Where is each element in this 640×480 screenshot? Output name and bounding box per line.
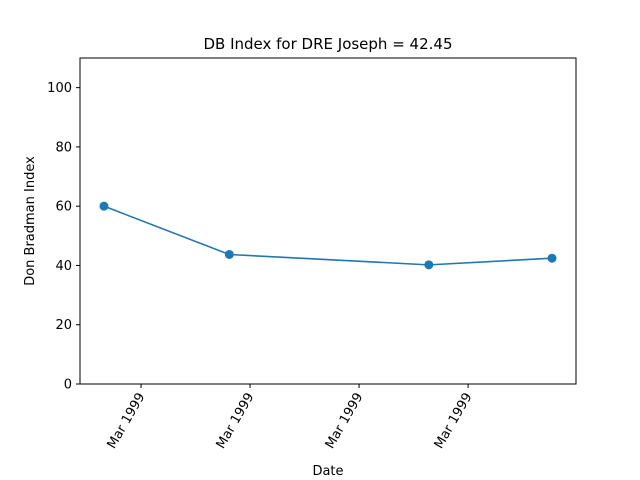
- y-tick-label-5: 100: [47, 81, 72, 96]
- x-tick-label-0: Mar 1999: [105, 391, 149, 452]
- y-tick-label-2: 40: [55, 259, 72, 274]
- chart-title: DB Index for DRE Joseph = 42.45: [203, 35, 452, 53]
- y-tick-label-0: 0: [64, 378, 72, 393]
- x-tick-label-3: Mar 1999: [432, 390, 476, 451]
- y-tick-label-1: 20: [55, 318, 72, 333]
- data-point-2: [424, 260, 434, 270]
- data-point-1: [224, 249, 234, 259]
- y-axis-label: Don Bradman Index: [23, 156, 38, 286]
- x-tick-label-1: Mar 1999: [214, 391, 258, 452]
- plot-frame: [79, 57, 577, 385]
- series-line-0: [103, 205, 553, 266]
- x-tick-label-2: Mar 1999: [323, 391, 367, 452]
- data-point-0: [99, 201, 109, 211]
- plot-area: 0 20 40 60 80 100 Mar 1999 Mar 1999 Mar 1999 Mar …: [47, 57, 577, 452]
- y-tick-label-4: 80: [55, 140, 72, 155]
- y-tick-label-3: 60: [55, 200, 72, 215]
- x-axis-label: Date: [312, 464, 343, 479]
- data-point-3: [547, 253, 557, 263]
